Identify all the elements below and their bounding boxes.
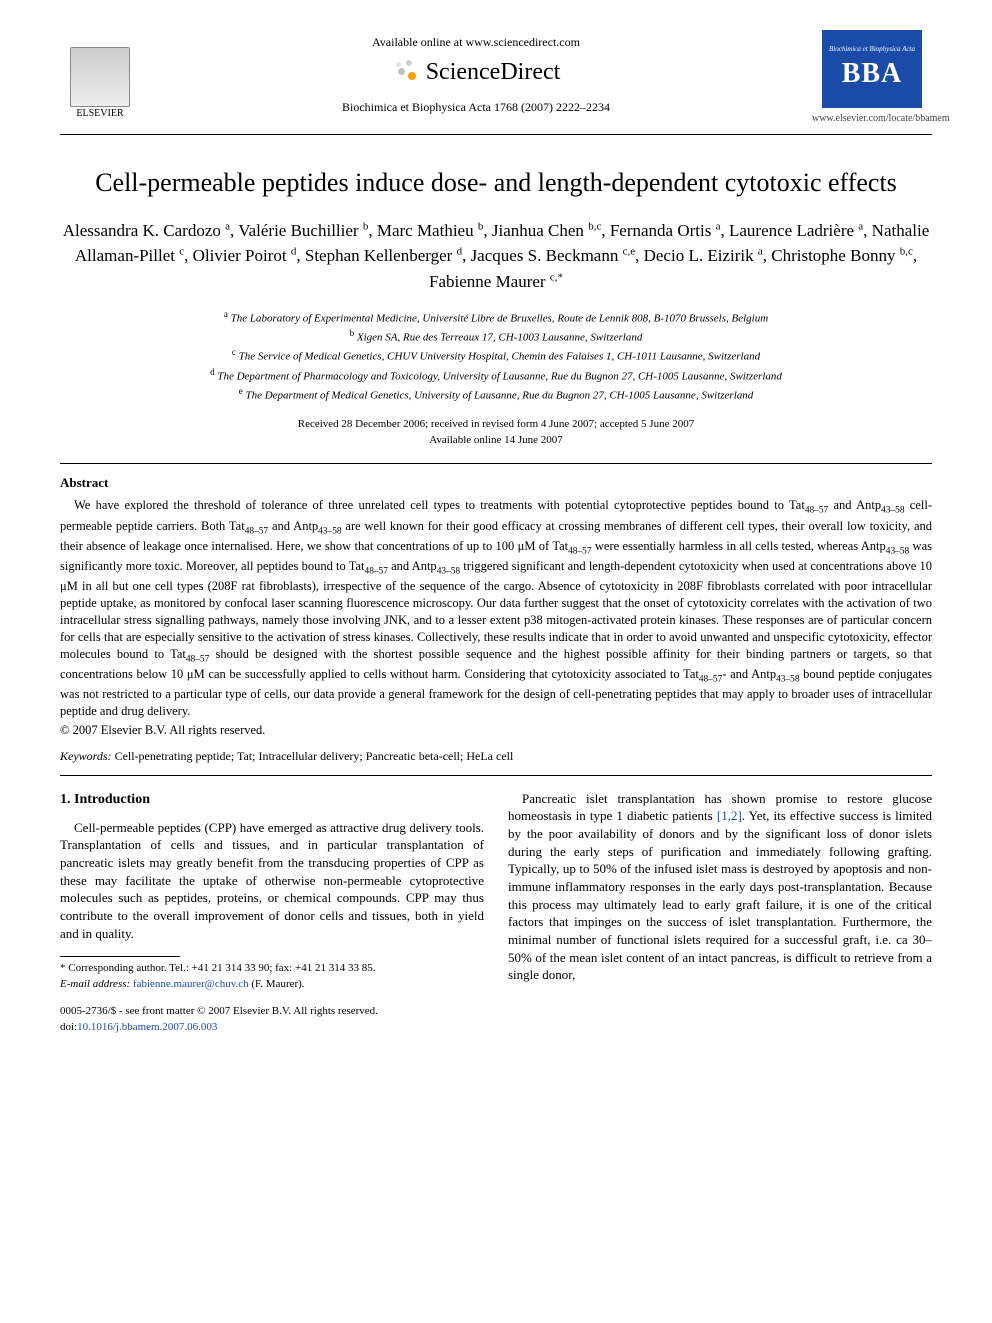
keywords-value: Cell-penetrating peptide; Tat; Intracell… — [115, 749, 514, 763]
corr-email-line: E-mail address: fabienne.maurer@chuv.ch … — [60, 977, 484, 992]
article-title: Cell-permeable peptides induce dose- and… — [60, 165, 932, 200]
corr-email-person: (F. Maurer). — [251, 978, 304, 990]
affiliation: a The Laboratory of Experimental Medicin… — [60, 308, 932, 327]
author-list: Alessandra K. Cardozo a, Valérie Buchill… — [60, 218, 932, 295]
footnote-rule — [60, 956, 180, 957]
bba-logo-block: Biochimica et Biophysica Acta BBA www.el… — [812, 30, 932, 126]
intro-paragraph: Cell-permeable peptides (CPP) have emerg… — [60, 819, 484, 943]
elsevier-tree-icon — [70, 47, 130, 107]
affiliation: c The Service of Medical Genetics, CHUV … — [60, 346, 932, 365]
available-online-line: Available online at www.sciencedirect.co… — [140, 34, 812, 50]
dates-received: Received 28 December 2006; received in r… — [60, 416, 932, 433]
publisher-name: ELSEVIER — [76, 107, 123, 121]
journal-reference: Biochimica et Biophysica Acta 1768 (2007… — [140, 99, 812, 115]
abstract-top-rule — [60, 463, 932, 464]
affiliation: d The Department of Pharmacology and Tox… — [60, 366, 932, 385]
center-header: Available online at www.sciencedirect.co… — [140, 30, 812, 115]
header-rule — [60, 134, 932, 135]
bba-cover-big: BBA — [842, 55, 903, 93]
doi-link[interactable]: 10.1016/j.bbamem.2007.06.003 — [77, 1021, 217, 1033]
sciencedirect-text: ScienceDirect — [426, 56, 561, 88]
abstract-text: We have explored the threshold of tolera… — [60, 497, 932, 719]
abstract-bottom-rule — [60, 775, 932, 776]
abstract-body: We have explored the threshold of tolera… — [60, 497, 932, 719]
doi-block: 0005-2736/$ - see front matter © 2007 El… — [60, 1004, 484, 1035]
affiliations-block: a The Laboratory of Experimental Medicin… — [60, 308, 932, 404]
elsevier-logo: ELSEVIER — [60, 30, 140, 120]
sciencedirect-logo: ScienceDirect — [140, 56, 812, 88]
affiliation: b Xigen SA, Rue des Terreaux 17, CH-1003… — [60, 327, 932, 346]
abstract-copyright: © 2007 Elsevier B.V. All rights reserved… — [60, 722, 932, 739]
abstract-heading: Abstract — [60, 474, 932, 492]
bba-cover-icon: Biochimica et Biophysica Acta BBA — [822, 30, 922, 108]
right-column: Pancreatic islet transplantation has sho… — [508, 790, 932, 1035]
article-dates: Received 28 December 2006; received in r… — [60, 416, 932, 449]
bba-cover-top: Biochimica et Biophysica Acta — [829, 45, 915, 54]
doi-label: doi: — [60, 1021, 77, 1033]
body-columns: 1. Introduction Cell-permeable peptides … — [60, 790, 932, 1035]
journal-header: ELSEVIER Available online at www.science… — [60, 30, 932, 126]
issn-line: 0005-2736/$ - see front matter © 2007 El… — [60, 1004, 484, 1019]
keywords-label: Keywords: — [60, 749, 112, 763]
corr-author-line: * Corresponding author. Tel.: +41 21 314… — [60, 961, 484, 976]
email-label: E-mail address: — [60, 978, 130, 990]
keywords-line: Keywords: Cell-penetrating peptide; Tat;… — [60, 748, 932, 764]
affiliation: e The Department of Medical Genetics, Un… — [60, 385, 932, 404]
journal-url: www.elsevier.com/locate/bbamem — [812, 112, 932, 126]
dates-online: Available online 14 June 2007 — [60, 432, 932, 449]
sciencedirect-dots-icon — [392, 58, 420, 86]
doi-line: doi:10.1016/j.bbamem.2007.06.003 — [60, 1020, 484, 1035]
left-column: 1. Introduction Cell-permeable peptides … — [60, 790, 484, 1035]
intro-paragraph: Pancreatic islet transplantation has sho… — [508, 790, 932, 984]
corr-email-link[interactable]: fabienne.maurer@chuv.ch — [133, 978, 249, 990]
corresponding-author-footnote: * Corresponding author. Tel.: +41 21 314… — [60, 961, 484, 992]
section-heading-intro: 1. Introduction — [60, 790, 484, 809]
